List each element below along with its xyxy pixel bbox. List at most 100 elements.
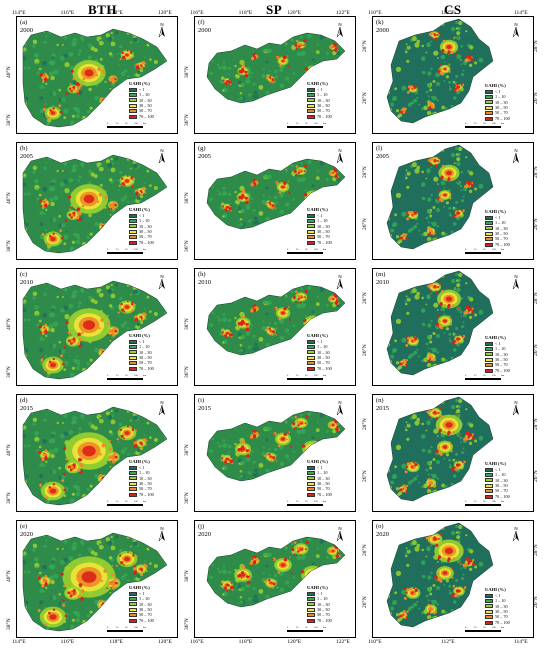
legend-label: 70 – 100 xyxy=(139,113,154,119)
legend-item: 1 – 10 xyxy=(485,94,510,99)
scale-label: 100 xyxy=(492,122,496,125)
legend-label: 50 – 70 xyxy=(495,488,508,494)
panel-label: (j) 2020 xyxy=(198,523,211,538)
legend-swatch xyxy=(307,618,315,623)
scale-bar: 0 25 50 100 km xyxy=(287,122,327,129)
latitude-label-right: 26°N xyxy=(533,344,539,356)
legend-swatch xyxy=(307,224,315,229)
latitude-label: 26°N xyxy=(362,344,368,356)
scale-label: km xyxy=(143,122,147,125)
panel-label: (e) 2020 xyxy=(20,523,33,538)
legend-label: 30 – 50 xyxy=(317,103,330,109)
scale-label: 50 xyxy=(305,374,308,377)
north-label: N xyxy=(514,22,518,27)
latitude-label: 40°N xyxy=(6,318,12,330)
scale-label: 100 xyxy=(134,248,138,251)
legend-item: 30 – 50 xyxy=(307,229,332,234)
legend-title: UAHI (%) xyxy=(307,585,328,590)
legend-title: UAHI (%) xyxy=(485,461,506,466)
north-arrow-icon: N xyxy=(511,274,521,291)
scale-label: 100 xyxy=(492,500,496,503)
legend-item: 30 – 50 xyxy=(129,103,154,108)
latitude-label: 38°N xyxy=(6,114,12,126)
legend-item: < 1 xyxy=(307,87,332,92)
legend-swatch xyxy=(307,476,315,481)
scale-label: km xyxy=(323,122,327,125)
scale-label: 100 xyxy=(314,248,318,251)
latitude-label-right: 26°N xyxy=(533,596,539,608)
region-boundary xyxy=(22,532,168,632)
legend-label: 1 – 10 xyxy=(495,346,506,352)
legend-label: 1 – 10 xyxy=(495,598,506,604)
panel-label: (l) 2005 xyxy=(376,145,389,160)
north-arrow-icon: N xyxy=(157,22,167,39)
legend-swatch xyxy=(485,489,493,494)
uahi-map xyxy=(386,270,494,376)
legend-label: 10 – 30 xyxy=(139,475,152,481)
legend-item: 1 – 10 xyxy=(307,344,332,349)
latitude-label: 38°N xyxy=(184,318,190,330)
legend-label: 70 – 100 xyxy=(317,239,332,245)
legend-label: 70 – 100 xyxy=(495,367,510,373)
scale-label: 0 xyxy=(107,626,109,629)
latitude-label: 26°N xyxy=(362,470,368,482)
scale-label: km xyxy=(323,626,327,629)
legend-item: 10 – 30 xyxy=(485,604,510,609)
legend-label: 30 – 50 xyxy=(317,481,330,487)
legend-swatch xyxy=(485,231,493,236)
legend-label: 70 – 100 xyxy=(495,115,510,121)
scale-label: 0 xyxy=(287,500,289,503)
scale-label: 0 xyxy=(287,374,289,377)
legend-item: 50 – 70 xyxy=(307,612,332,617)
legend-item: < 1 xyxy=(307,339,332,344)
legend-label: 10 – 30 xyxy=(317,475,330,481)
longitude-label-top: 120°E xyxy=(287,10,302,16)
legend-swatch xyxy=(129,618,137,623)
legend-item: 10 – 30 xyxy=(307,476,332,481)
legend-item: 1 – 10 xyxy=(307,596,332,601)
scale-label: km xyxy=(323,374,327,377)
legend-label: 10 – 30 xyxy=(495,99,508,105)
legend-item: 10 – 30 xyxy=(307,602,332,607)
legend-label: 50 – 70 xyxy=(317,612,330,618)
north-label: N xyxy=(160,526,164,531)
scale-label: 100 xyxy=(492,248,496,251)
scale-bar-graphic xyxy=(287,630,323,632)
region-boundary xyxy=(206,284,346,356)
panel-label: (d) 2015 xyxy=(20,397,33,412)
north-label: N xyxy=(514,274,518,279)
north-label: N xyxy=(514,526,518,531)
legend-label: 1 – 10 xyxy=(495,472,506,478)
legend-label: 50 – 70 xyxy=(139,486,152,492)
panel-year: 2005 xyxy=(376,152,389,160)
scale-label: km xyxy=(323,248,327,251)
legend-label: 70 – 100 xyxy=(139,365,154,371)
legend-item: 70 – 100 xyxy=(307,366,332,371)
legend-label: 1 – 10 xyxy=(317,596,328,602)
latitude-label: 40°N xyxy=(6,192,12,204)
longitude-label-top: 110°E xyxy=(368,10,382,16)
region-boundary xyxy=(386,396,494,502)
legend-swatch xyxy=(129,114,137,119)
legend-item: 30 – 50 xyxy=(485,231,510,236)
north-arrow-icon: N xyxy=(335,274,345,291)
north-label: N xyxy=(160,400,164,405)
scale-label: 50 xyxy=(125,500,128,503)
legend-item: 30 – 50 xyxy=(485,609,510,614)
legend-swatch xyxy=(485,346,493,351)
legend-swatch xyxy=(129,476,137,481)
north-label: N xyxy=(338,400,342,405)
legend-title: UAHI (%) xyxy=(485,335,506,340)
panel-year: 2020 xyxy=(198,530,211,538)
legend-item: 30 – 50 xyxy=(129,607,154,612)
legend-item: 1 – 10 xyxy=(129,596,154,601)
longitude-label-top: 120°E xyxy=(158,10,172,16)
scale-label: km xyxy=(501,500,505,503)
